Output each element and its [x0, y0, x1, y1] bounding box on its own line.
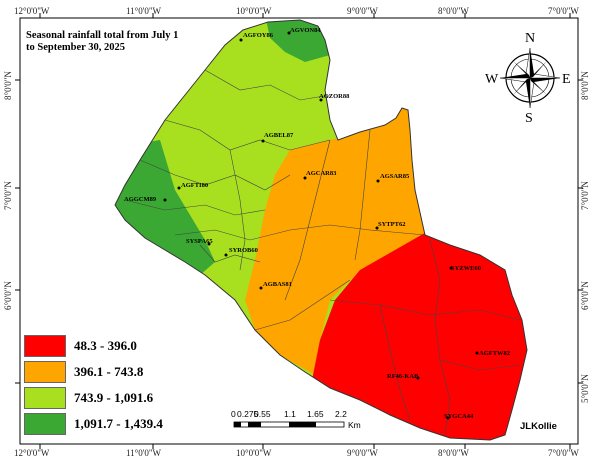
- scale-tick: 0.275: [237, 409, 259, 419]
- lon-label: 9°0'0"W: [347, 6, 378, 16]
- station-dot: [177, 186, 181, 190]
- lat-label: 7°0'0"N: [580, 181, 590, 210]
- compass-e: E: [562, 72, 571, 87]
- scale-tick: 0.55: [254, 409, 271, 419]
- station-dot: [287, 31, 291, 35]
- lon-label: 8°0'0"W: [438, 448, 469, 458]
- country-outline: [114, 19, 528, 441]
- map-title: Seasonal rainfall total from July 1 to S…: [26, 30, 226, 54]
- compass-w: W: [485, 72, 499, 87]
- station-label: AGFTI80: [181, 182, 208, 189]
- station-label: AGZOR88: [319, 93, 350, 100]
- station-label: AGSAR85: [380, 173, 410, 180]
- station-dot: [224, 253, 228, 257]
- lat-label: 8°0'0"N: [3, 71, 13, 100]
- station-label: SYGCA44: [444, 413, 474, 420]
- legend-item: 48.3 - 396.0: [24, 333, 163, 359]
- station-dot: [446, 416, 450, 420]
- station-dot: [261, 139, 265, 143]
- legend-swatch: [24, 413, 66, 435]
- author-credit: JLKollie: [520, 421, 557, 432]
- lat-label: 7°0'0"N: [3, 181, 13, 210]
- legend-label: 48.3 - 396.0: [74, 338, 137, 353]
- station-dot: [303, 176, 307, 180]
- scale-unit: Km: [348, 420, 361, 430]
- scale-tick: 0: [231, 409, 236, 419]
- station-label: AGGCM89: [124, 196, 157, 203]
- station-label: AGFTW82: [479, 350, 510, 357]
- station-label: SYROB60: [229, 247, 258, 254]
- legend-item: 396.1 - 743.8: [24, 359, 163, 385]
- lon-label: 11°0'0"W: [126, 6, 162, 16]
- lat-label: 5°0'0"N: [580, 374, 590, 403]
- lon-label: 7°0'0"W: [548, 6, 579, 16]
- station-label: AGVON84: [290, 27, 321, 34]
- station-label: SYZWE60: [451, 265, 481, 272]
- station-dot: [449, 266, 453, 270]
- legend-swatch: [24, 387, 66, 409]
- station-dot: [239, 38, 243, 42]
- scale-tick: 2.2: [335, 409, 347, 419]
- station-label: SYSPA65: [186, 238, 213, 245]
- lon-label: 10°0'0"W: [236, 6, 272, 16]
- legend-label: 396.1 - 743.8: [74, 364, 144, 379]
- graticule-ticks: [15, 13, 583, 449]
- lon-label: 12°0'0"W: [14, 6, 50, 16]
- station-points: AGFOY86 AGVON84 AGZOR88 AGBEL87 AGCAR83 …: [124, 27, 510, 420]
- station-dot: [375, 226, 379, 230]
- station-dot: [163, 198, 167, 202]
- station-dot: [319, 98, 323, 102]
- legend-swatch: [24, 361, 66, 383]
- lat-label: 6°0'0"N: [3, 281, 13, 310]
- station-dot: [207, 242, 211, 246]
- station-label: AGBAS81: [263, 281, 292, 288]
- lon-label: 9°0'0"W: [347, 448, 378, 458]
- station-label: SYTPT62: [378, 221, 405, 228]
- map-title-line: Seasonal rainfall total from July 1: [26, 30, 179, 41]
- lon-label: 11°0'0"W: [126, 448, 162, 458]
- zone-396-743: [245, 105, 430, 375]
- zone-48-396: [300, 230, 527, 440]
- station-dot: [475, 351, 479, 355]
- scale-tick: 1.65: [307, 409, 324, 419]
- station-label: AGFOY86: [243, 32, 274, 39]
- station-dot: [416, 376, 420, 380]
- lon-label: 12°0'0"W: [14, 448, 50, 458]
- lon-label: 7°0'0"W: [548, 448, 579, 458]
- legend-item: 1,091.7 - 1,439.4: [24, 411, 163, 437]
- county-boundaries: [124, 69, 521, 436]
- lat-label: 6°0'0"N: [580, 281, 590, 310]
- station-label: AGCAR83: [306, 170, 337, 177]
- lon-label: 8°0'0"W: [438, 6, 469, 16]
- lat-label: 8°0'0"N: [580, 71, 590, 100]
- legend: 48.3 - 396.0 396.1 - 743.8 743.9 - 1,091…: [24, 333, 163, 437]
- station-label: AGBEL87: [264, 132, 294, 139]
- map-title-line: to September 30, 2025: [26, 42, 125, 53]
- station-label: RF46-KAB: [387, 373, 419, 380]
- legend-item: 743.9 - 1,091.6: [24, 385, 163, 411]
- lon-label: 10°0'0"W: [236, 448, 272, 458]
- station-dot: [376, 179, 380, 183]
- legend-label: 1,091.7 - 1,439.4: [74, 416, 163, 431]
- compass-s: S: [525, 111, 533, 126]
- station-dot: [259, 286, 263, 290]
- compass-n: N: [525, 31, 535, 46]
- legend-label: 743.9 - 1,091.6: [74, 390, 154, 405]
- scale-tick: 1.1: [284, 409, 296, 419]
- scale-bar: [233, 421, 345, 428]
- legend-swatch: [24, 335, 66, 357]
- compass-rose-icon: [499, 47, 561, 109]
- zone-1091-1439-north: [265, 20, 330, 62]
